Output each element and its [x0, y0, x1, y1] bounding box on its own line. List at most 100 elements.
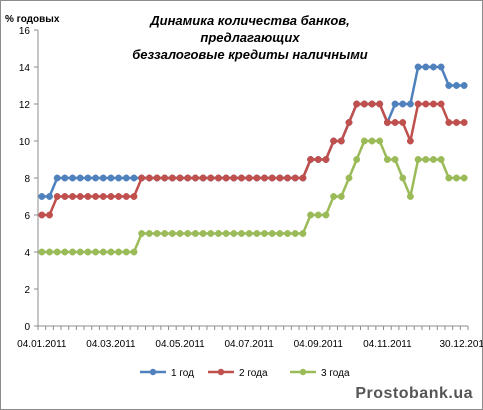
- data-point: [406, 100, 414, 108]
- data-point: [130, 193, 138, 200]
- y-tick-label: 6: [24, 211, 30, 222]
- data-point: [107, 174, 115, 182]
- watermark: Prostobank.ua: [355, 385, 473, 402]
- data-point: [222, 230, 230, 237]
- data-point: [429, 156, 437, 163]
- data-point: [207, 230, 215, 237]
- data-point: [345, 174, 353, 182]
- data-point: [99, 174, 107, 182]
- data-point: [53, 174, 61, 182]
- x-tick-label: 04.09.2011: [294, 339, 344, 350]
- data-point: [245, 174, 253, 182]
- data-point: [176, 230, 184, 237]
- y-tick-label: 0: [24, 322, 30, 333]
- data-point: [53, 248, 61, 256]
- data-point: [230, 230, 238, 237]
- data-point: [307, 156, 315, 163]
- data-point: [69, 174, 77, 182]
- data-point: [284, 174, 292, 182]
- data-point: [38, 211, 46, 219]
- data-point: [53, 193, 61, 200]
- data-point: [314, 156, 322, 163]
- data-point: [460, 119, 468, 126]
- data-point: [46, 211, 53, 219]
- data-point: [115, 193, 123, 200]
- chart-title: Динамика количества банков, предлагающих…: [100, 12, 400, 63]
- data-point: [153, 174, 161, 182]
- data-point: [76, 193, 84, 200]
- data-point: [406, 137, 414, 145]
- data-point: [414, 156, 422, 163]
- data-point: [330, 137, 338, 145]
- x-tick-label: 04.01.2011: [17, 339, 67, 350]
- data-point: [122, 193, 130, 200]
- data-point: [330, 193, 338, 200]
- x-tick-label: 30.12.2011: [440, 339, 483, 350]
- data-point: [345, 119, 353, 126]
- data-point: [453, 82, 460, 89]
- chart-title-line-2: беззалоговые кредиты наличными: [132, 47, 368, 62]
- data-point: [268, 230, 276, 237]
- data-point: [314, 211, 322, 219]
- y-tick-label: 14: [19, 63, 31, 74]
- data-point: [138, 174, 146, 182]
- data-point: [460, 82, 468, 89]
- legend-label-2: 2 года: [239, 368, 268, 379]
- data-point: [130, 174, 138, 182]
- data-point: [207, 174, 215, 182]
- data-point: [38, 193, 46, 200]
- data-point: [360, 137, 368, 145]
- data-point: [76, 174, 84, 182]
- data-point: [122, 248, 130, 256]
- data-point: [399, 119, 407, 126]
- data-point: [191, 230, 199, 237]
- legend-marker-3: [299, 368, 307, 376]
- data-point: [460, 174, 468, 182]
- data-point: [453, 174, 460, 182]
- data-point: [261, 174, 268, 182]
- data-point: [61, 248, 69, 256]
- data-point: [399, 174, 407, 182]
- data-point: [437, 63, 445, 71]
- legend-marker-2: [217, 368, 225, 376]
- data-point: [360, 100, 368, 108]
- data-point: [84, 248, 92, 256]
- data-point: [337, 137, 345, 145]
- data-point: [368, 100, 376, 108]
- data-point: [46, 193, 53, 200]
- data-point: [322, 211, 330, 219]
- data-point: [445, 174, 453, 182]
- data-point: [238, 174, 245, 182]
- data-point: [268, 174, 276, 182]
- y-tick-label: 10: [19, 137, 31, 148]
- data-point: [46, 248, 53, 256]
- data-point: [184, 230, 192, 237]
- legend-marker-1: [149, 368, 157, 376]
- data-point: [276, 174, 284, 182]
- data-point: [69, 248, 77, 256]
- data-point: [445, 119, 453, 126]
- data-point: [453, 119, 460, 126]
- data-point: [253, 230, 261, 237]
- data-point: [261, 230, 268, 237]
- data-point: [284, 230, 292, 237]
- legend-label-3: 3 года: [321, 368, 350, 379]
- x-tick-label: 04.07.2011: [225, 339, 275, 350]
- data-point: [437, 100, 445, 108]
- data-point: [383, 119, 391, 126]
- data-point: [437, 156, 445, 163]
- data-point: [391, 156, 399, 163]
- data-point: [322, 156, 330, 163]
- y-tick-label: 16: [19, 26, 31, 37]
- y-tick-label: 8: [24, 174, 30, 185]
- data-point: [253, 174, 261, 182]
- data-point: [337, 193, 345, 200]
- data-point: [422, 100, 430, 108]
- chart-title-line-1: Динамика количества банков, предлагающих: [150, 13, 350, 45]
- data-point: [391, 119, 399, 126]
- data-point: [399, 100, 407, 108]
- data-point: [414, 100, 422, 108]
- data-point: [107, 193, 115, 200]
- data-point: [291, 174, 299, 182]
- data-point: [422, 156, 430, 163]
